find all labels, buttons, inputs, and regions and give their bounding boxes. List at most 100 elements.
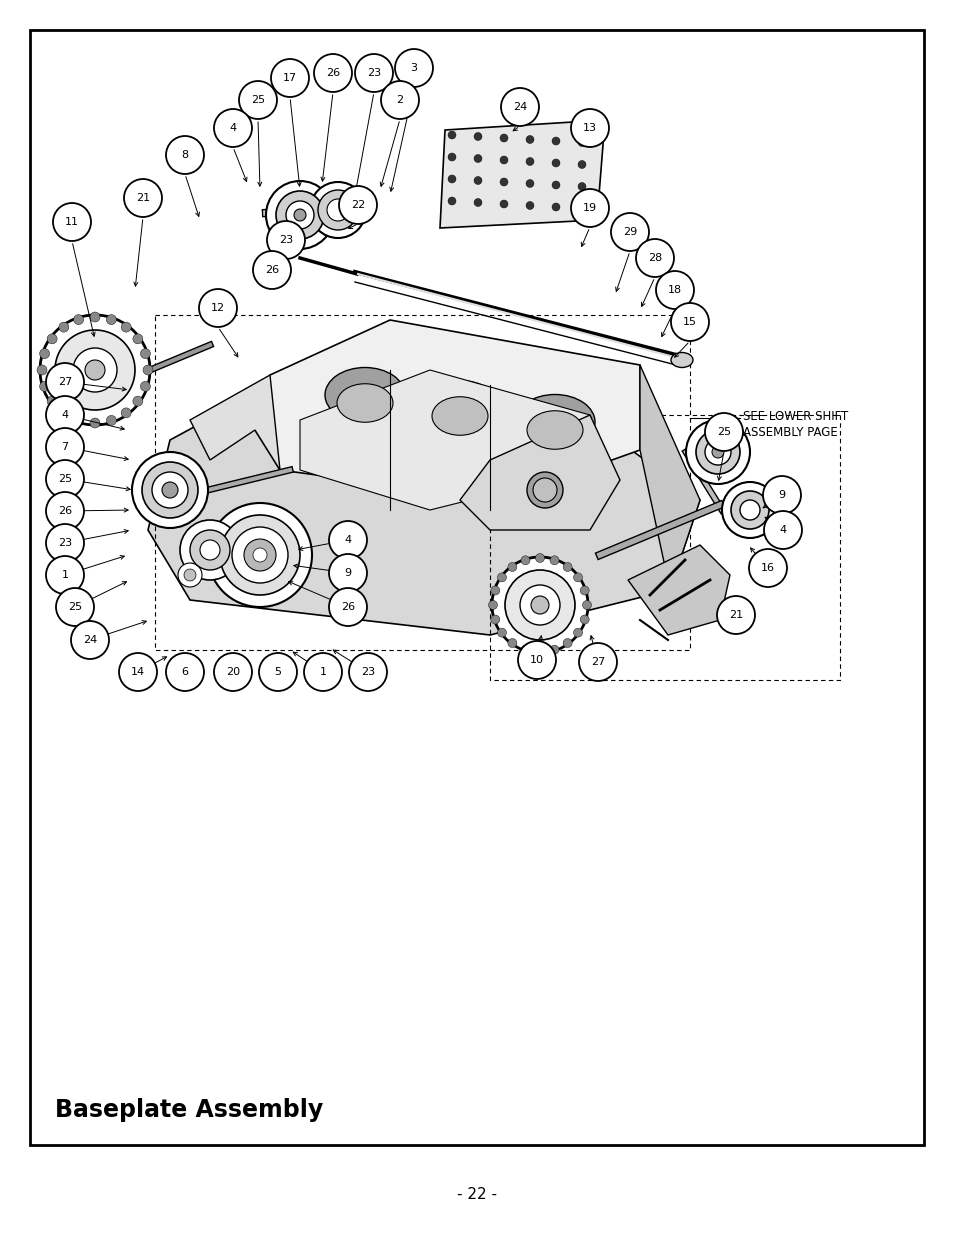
Circle shape [304, 653, 341, 692]
Circle shape [310, 182, 366, 238]
Circle shape [46, 524, 84, 562]
Circle shape [314, 54, 352, 91]
Circle shape [499, 156, 507, 164]
Polygon shape [639, 366, 700, 590]
Text: 25: 25 [717, 427, 730, 437]
Text: Baseplate Assembly: Baseplate Assembly [55, 1098, 323, 1123]
Circle shape [140, 382, 151, 391]
Ellipse shape [670, 352, 692, 368]
Circle shape [535, 647, 544, 657]
Circle shape [294, 209, 306, 221]
Circle shape [571, 189, 608, 227]
Circle shape [748, 550, 786, 587]
Circle shape [55, 330, 135, 410]
Circle shape [520, 645, 530, 655]
Circle shape [474, 177, 481, 184]
Text: 27: 27 [58, 377, 72, 387]
Circle shape [275, 191, 324, 240]
Text: - 22 -: - 22 - [456, 1188, 497, 1203]
Circle shape [448, 175, 456, 183]
Circle shape [190, 530, 230, 571]
Circle shape [721, 482, 778, 538]
Circle shape [71, 621, 109, 659]
Circle shape [40, 315, 150, 425]
Text: 20: 20 [226, 667, 240, 677]
Text: 15: 15 [682, 317, 697, 327]
Circle shape [107, 315, 116, 325]
Circle shape [200, 540, 220, 559]
Circle shape [670, 303, 708, 341]
Circle shape [90, 312, 100, 322]
Circle shape [573, 629, 582, 637]
Text: 11: 11 [65, 217, 79, 227]
Text: 27: 27 [590, 657, 604, 667]
Circle shape [266, 182, 334, 249]
Circle shape [286, 201, 314, 228]
Circle shape [730, 492, 768, 529]
Text: 2: 2 [396, 95, 403, 105]
Circle shape [380, 82, 418, 119]
Circle shape [46, 396, 84, 433]
Text: 25: 25 [68, 601, 82, 613]
Circle shape [258, 653, 296, 692]
Circle shape [490, 585, 499, 595]
Circle shape [121, 322, 131, 332]
Circle shape [685, 420, 749, 484]
Text: 5: 5 [274, 667, 281, 677]
Circle shape [535, 553, 544, 562]
Circle shape [47, 333, 57, 343]
Text: 26: 26 [265, 266, 279, 275]
Circle shape [329, 521, 367, 559]
Polygon shape [439, 120, 604, 228]
Circle shape [499, 135, 507, 142]
Circle shape [232, 527, 288, 583]
Circle shape [525, 136, 534, 143]
Circle shape [507, 638, 517, 647]
Polygon shape [459, 415, 619, 530]
Circle shape [253, 251, 291, 289]
Text: 25: 25 [58, 474, 72, 484]
Text: 24: 24 [513, 103, 527, 112]
Text: 13: 13 [582, 124, 597, 133]
Circle shape [253, 548, 267, 562]
Circle shape [717, 597, 754, 634]
Text: 29: 29 [622, 227, 637, 237]
Polygon shape [299, 370, 589, 510]
Circle shape [552, 203, 559, 211]
Circle shape [520, 556, 530, 564]
Circle shape [46, 556, 84, 594]
Circle shape [85, 359, 105, 380]
Ellipse shape [336, 384, 393, 422]
Text: 10: 10 [530, 655, 543, 664]
Circle shape [740, 500, 760, 520]
Circle shape [578, 205, 585, 212]
Ellipse shape [419, 380, 499, 436]
Circle shape [56, 588, 94, 626]
Text: 18: 18 [667, 285, 681, 295]
Circle shape [124, 179, 162, 217]
Ellipse shape [432, 396, 488, 435]
Text: 8: 8 [181, 149, 189, 161]
Text: 12: 12 [211, 303, 225, 312]
Text: 4: 4 [344, 535, 352, 545]
Circle shape [497, 629, 506, 637]
Circle shape [213, 109, 252, 147]
Circle shape [610, 212, 648, 251]
Circle shape [239, 82, 276, 119]
Ellipse shape [515, 394, 595, 450]
Text: 21: 21 [728, 610, 742, 620]
Circle shape [526, 472, 562, 508]
Circle shape [474, 154, 481, 163]
Circle shape [37, 366, 47, 375]
Circle shape [525, 179, 534, 188]
Circle shape [132, 452, 208, 529]
Circle shape [199, 289, 236, 327]
Text: SEE LOWER SHIFT
ASSEMBLY PAGE: SEE LOWER SHIFT ASSEMBLY PAGE [742, 410, 847, 438]
Text: 4: 4 [779, 525, 785, 535]
Circle shape [213, 653, 252, 692]
Text: 22: 22 [351, 200, 365, 210]
Circle shape [329, 555, 367, 592]
Polygon shape [627, 545, 729, 635]
Circle shape [696, 430, 740, 474]
Circle shape [47, 396, 57, 406]
